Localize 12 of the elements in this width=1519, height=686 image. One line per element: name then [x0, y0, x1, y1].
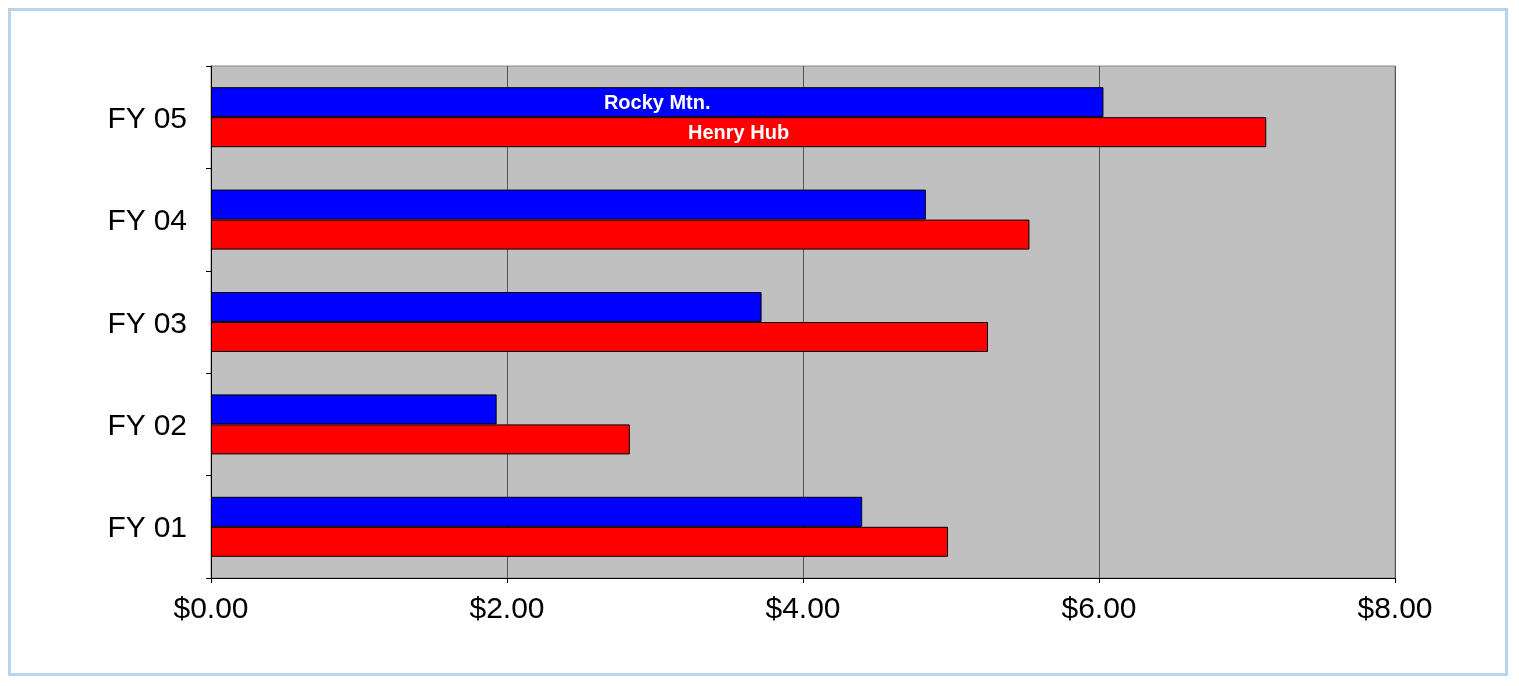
x-tick-label: $4.00	[765, 590, 841, 624]
y-tick-label: FY 04	[107, 203, 187, 237]
y-tick-label: FY 05	[107, 100, 187, 134]
x-tick-label: $2.00	[469, 590, 545, 624]
y-tick-label: FY 02	[107, 407, 187, 441]
series-label: Rocky Mtn.	[603, 91, 711, 114]
x-tick-label: $8.00	[1357, 590, 1433, 624]
x-tick-label: $6.00	[1061, 590, 1137, 624]
y-tick-label: FY 03	[107, 305, 187, 339]
x-tick-label: $0.00	[173, 590, 249, 624]
series-label: Henry Hub	[688, 121, 790, 144]
y-tick-label: FY 01	[107, 510, 187, 544]
